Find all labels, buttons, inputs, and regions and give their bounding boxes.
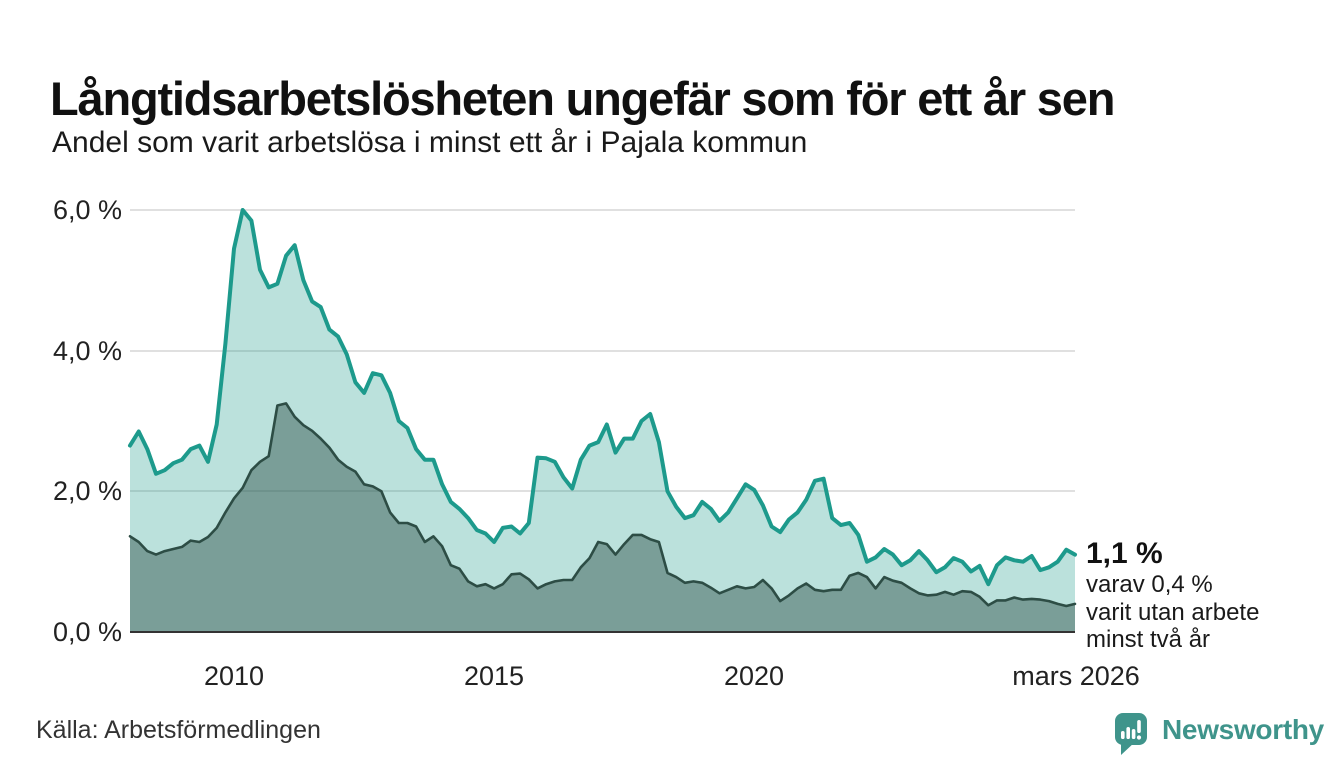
series-line-0: [128, 208, 1077, 587]
brand-wordmark: Newsworthy: [1162, 714, 1324, 745]
page-title: Långtidsarbetslösheten ungefär som för e…: [50, 72, 1115, 126]
chart-subtitle: Andel som varit arbetslösa i minst ett å…: [52, 126, 808, 159]
newsworthy-bubble-icon: [1115, 713, 1147, 755]
latest-total-value: 1,1 %: [1086, 537, 1163, 570]
annotation-line-3: minst två år: [1086, 626, 1211, 653]
latest-value-annotation: 1,1 % varav 0,4 % varit utan arbete mins…: [1086, 537, 1336, 654]
series-area-0: [130, 210, 1075, 632]
y-axis-label-2: 2,0 %: [52, 476, 122, 506]
mini-bars-icon: [1121, 720, 1142, 740]
annotation-line-1: varav 0,4 %: [1086, 571, 1213, 598]
bubble-shape: [1115, 713, 1147, 745]
x-axis-label-2015: 2015: [463, 661, 525, 691]
x-axis-label-mars-2026: mars 2026: [1012, 661, 1140, 691]
gridlines: [130, 209, 1075, 492]
x-axis-label-2010: 2010: [203, 661, 265, 691]
y-axis-label-6: 6,0 %: [52, 195, 122, 225]
series-area-1: [130, 403, 1075, 632]
bubble-tail: [1121, 742, 1135, 755]
annotation-line-2: varit utan arbete: [1086, 598, 1260, 626]
newsworthy-logo: Newsworthy: [1114, 708, 1324, 758]
y-axis-label-4: 4,0 %: [52, 336, 122, 366]
source-note: Källa: Arbetsförmedlingen: [36, 716, 321, 744]
y-axis-label-0: 0,0 %: [52, 617, 122, 647]
x-axis-label-2020: 2020: [723, 661, 785, 691]
series-line-1: [128, 402, 1077, 608]
